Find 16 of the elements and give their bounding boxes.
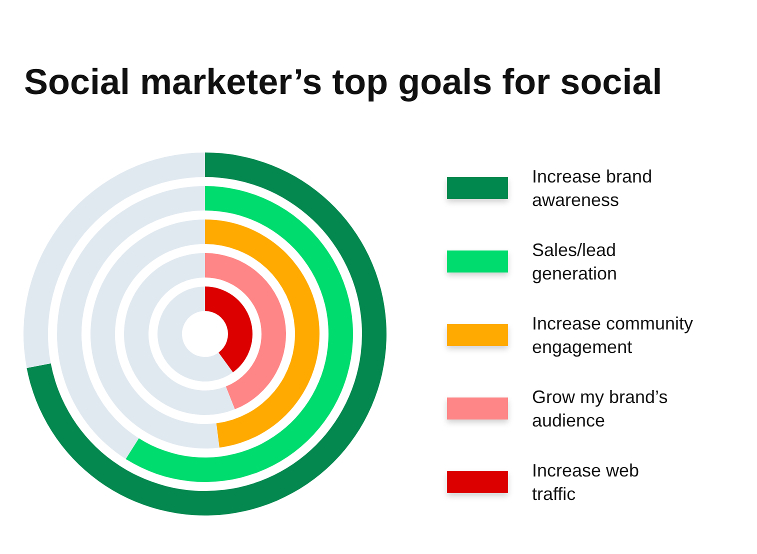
donut-slice [158,286,233,382]
donut-slice [90,220,220,448]
legend-label: Increase web traffic [532,460,640,504]
legend-label: Grow my brand’s audience [532,386,668,430]
legend-label: Increase community engagement [532,313,694,357]
donut-slice [57,186,205,459]
donut-slice [124,253,235,415]
donut-slice [126,186,353,482]
legend-label: Sales/lead generation [532,240,618,284]
donut-slice [205,286,252,372]
chart-title: Social marketer’s top goals for social [24,61,662,102]
donut-slice [26,152,386,516]
donut-slice [205,253,286,410]
donut-slice [24,152,205,368]
donut-slice [205,220,320,448]
legend-label: Increase brand awareness [532,166,652,210]
